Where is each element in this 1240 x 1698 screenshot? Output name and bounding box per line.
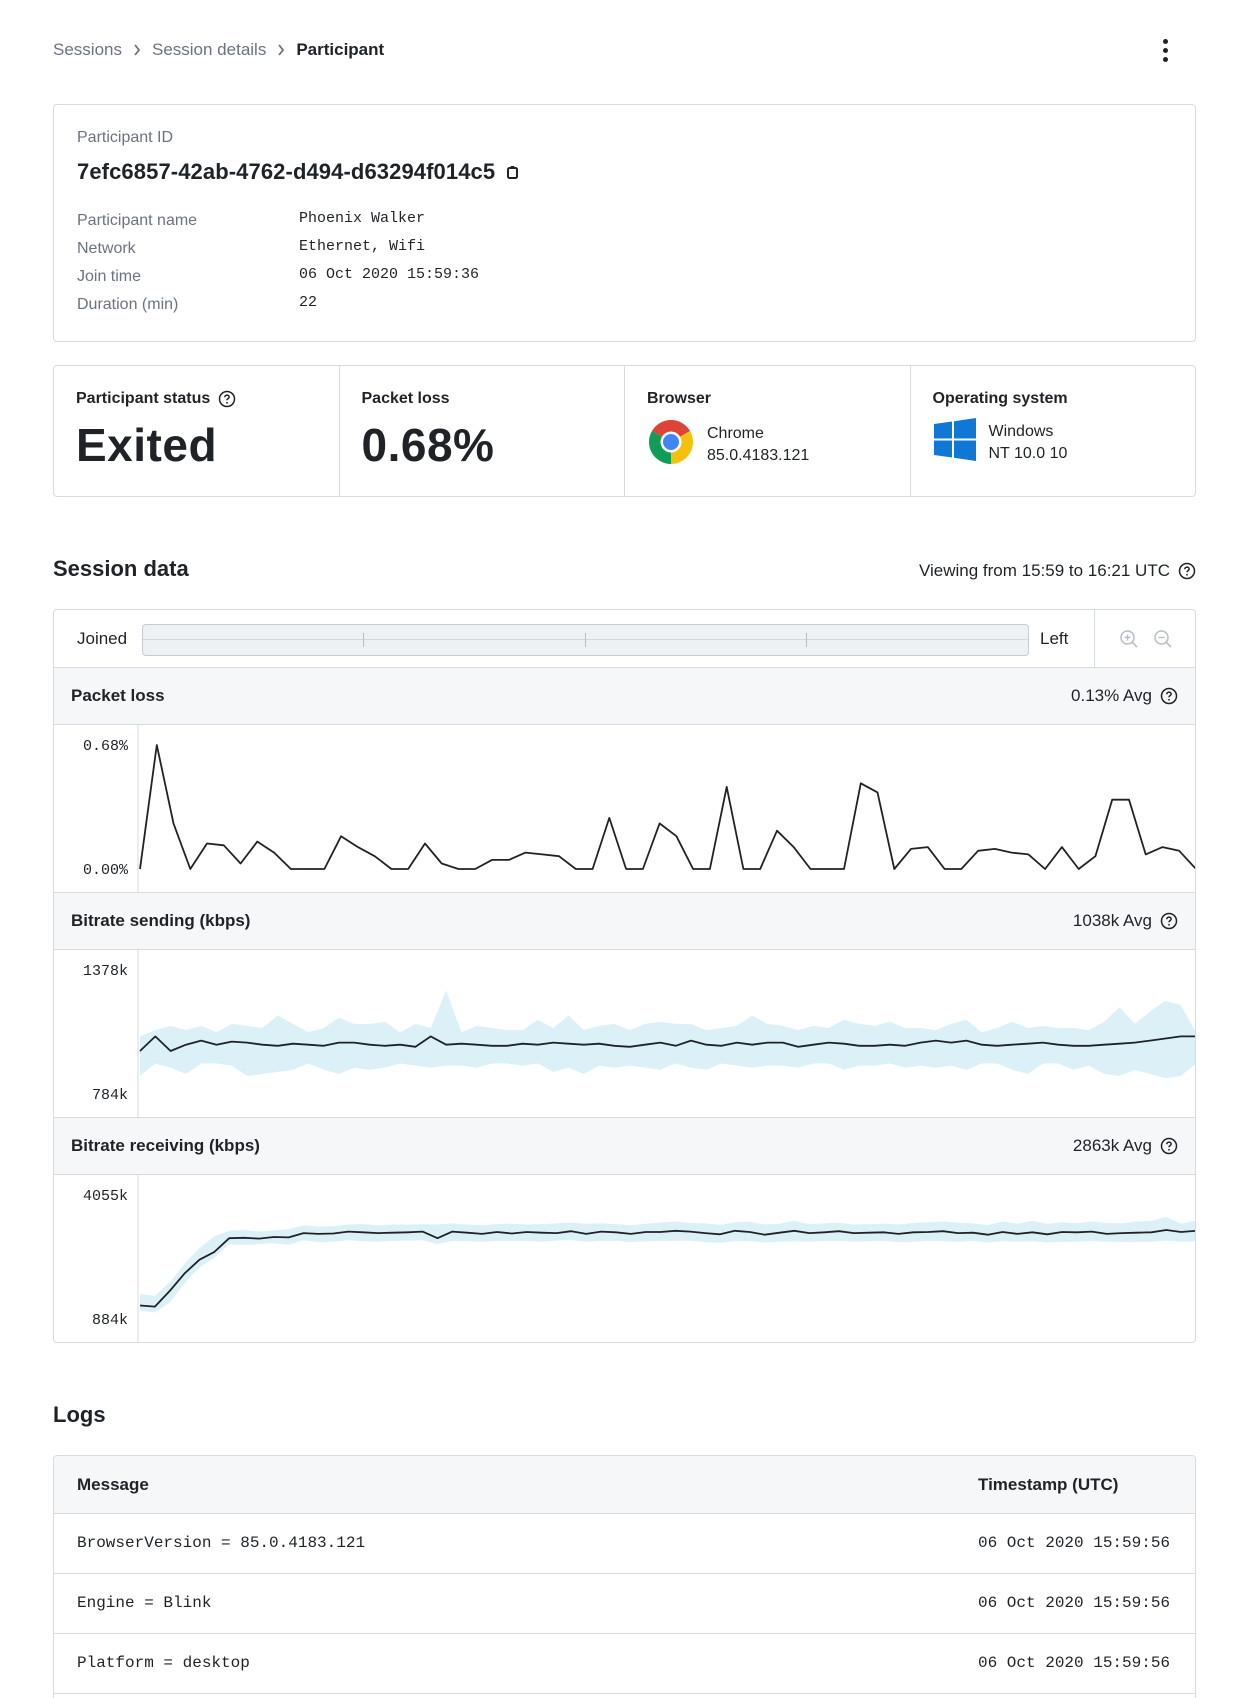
help-icon[interactable]: [1160, 912, 1178, 930]
zoom-out-icon[interactable]: [1153, 629, 1173, 649]
series-line: [139, 744, 1195, 870]
logs-table-header: Message Timestamp (UTC): [54, 1456, 1195, 1514]
log-message: BrowserVersion = 85.0.4183.121: [77, 1534, 366, 1552]
logs-title: Logs: [53, 1402, 106, 1427]
os-name: Windows: [988, 422, 1054, 440]
breadcrumb: Sessions Session details Participant: [53, 40, 384, 60]
packet-loss-card: Packet loss 0.68%: [340, 366, 625, 496]
participant-id-row: 7efc6857-42ab-4762-d494-d63294f014c5: [77, 159, 1172, 185]
participant-card: Participant ID 7efc6857-42ab-4762-d494-d…: [53, 104, 1196, 342]
series-band: [140, 990, 1195, 1079]
series-line: [139, 1035, 1195, 1052]
stats-row: Participant status Exited Packet loss 0.…: [53, 365, 1196, 497]
viewing-range: Viewing from 15:59 to 16:21 UTC: [919, 561, 1196, 581]
chart-title: Bitrate sending (kbps): [71, 911, 251, 930]
y-min-label: 884k: [92, 1312, 128, 1329]
bitrate-receiving-chart-plot: 4055k 884k: [83, 1175, 1195, 1342]
chart-title: Bitrate receiving (kbps): [71, 1136, 260, 1155]
series-band: [140, 1216, 1195, 1313]
zoom-controls: [1094, 610, 1195, 668]
timeline-joined-label: Joined: [77, 629, 128, 648]
series-line: [139, 1229, 1195, 1308]
y-max-label: 0.68%: [83, 738, 129, 755]
logs-table: Message Timestamp (UTC) BrowserVersion =…: [53, 1455, 1196, 1698]
bitrate-sending-chart: 1378k 784k: [54, 950, 1195, 1117]
bitrate-sending-chart-plot: 1378k 784k: [83, 950, 1195, 1117]
participant-status-value: Exited: [76, 419, 218, 471]
participant-status-label: Participant status: [76, 390, 211, 407]
y-min-label: 784k: [92, 1087, 128, 1104]
top-bar: Sessions Session details Participant: [53, 36, 1187, 64]
browser-version: 85.0.4183.121: [707, 446, 810, 464]
help-icon[interactable]: [218, 390, 236, 408]
join-time-label: Join time: [77, 268, 142, 285]
table-row: BrowserVersion = 85.0.4183.121 06 Oct 20…: [54, 1514, 1195, 1574]
zoom-in-icon[interactable]: [1119, 629, 1139, 649]
duration-value: 22: [299, 294, 318, 311]
chart-avg: 1038k Avg: [1072, 911, 1152, 930]
chart-avg: 2863k Avg: [1072, 1136, 1152, 1155]
help-icon[interactable]: [1178, 562, 1196, 580]
breadcrumb-session-details[interactable]: Session details: [151, 40, 267, 59]
packet-loss-chart-header: Packet loss 0.13% Avg: [54, 667, 1195, 725]
os-version: NT 10.0 10: [988, 444, 1068, 462]
log-message: Platform = desktop: [77, 1654, 250, 1672]
packet-loss-chart: 0.68% 0.00%: [54, 725, 1195, 892]
more-options-icon[interactable]: [1155, 36, 1175, 64]
bitrate-receiving-chart-header: Bitrate receiving (kbps) 2863k Avg: [54, 1117, 1195, 1175]
participant-name-value: Phoenix Walker: [299, 210, 426, 227]
browser-label: Browser: [647, 390, 712, 407]
network-label: Network: [77, 240, 136, 257]
breadcrumb-sessions[interactable]: Sessions: [53, 40, 122, 59]
operating-system-label: Operating system: [932, 390, 1068, 407]
log-message: Engine = Blink: [77, 1594, 212, 1612]
browser-name: Chrome: [707, 424, 764, 442]
viewing-range-text: Viewing from 15:59 to 16:21 UTC: [918, 561, 1170, 580]
participant-name-label: Participant name: [77, 212, 198, 229]
participant-id-label: Participant ID: [77, 129, 174, 146]
chart-title: Packet loss: [71, 686, 165, 705]
column-message: Message: [77, 1475, 149, 1494]
y-max-label: 1378k: [83, 963, 128, 980]
column-timestamp: Timestamp (UTC): [978, 1475, 1119, 1494]
network-value: Ethernet, Wifi: [299, 238, 426, 255]
log-timestamp: 06 Oct 2020 15:59:56: [978, 1534, 1171, 1552]
table-row: Engine = Blink 06 Oct 2020 15:59:56: [54, 1574, 1195, 1634]
help-icon[interactable]: [1160, 1137, 1178, 1155]
log-timestamp: 06 Oct 2020 15:59:56: [978, 1654, 1171, 1672]
duration-label: Duration (min): [77, 296, 179, 313]
session-data-title: Session data: [53, 556, 189, 581]
bitrate-receiving-chart: 4055k 884k: [54, 1175, 1195, 1342]
timeline: Joined Left: [54, 610, 1195, 668]
copy-icon[interactable]: [506, 164, 520, 180]
chart-avg: 0.13% Avg: [1071, 686, 1152, 705]
chrome-icon: [647, 418, 695, 471]
y-min-label: 0.00%: [83, 862, 129, 879]
session-data-card: Joined Left Packet loss 0.13% Avg 0.68%: [53, 609, 1196, 1343]
packet-loss-label: Packet loss: [361, 390, 450, 407]
browser-card: Browser Chrome 85.0.4183.121: [625, 366, 911, 496]
breadcrumb-participant: Participant: [296, 40, 385, 59]
participant-status-card: Participant status Exited: [54, 366, 340, 496]
log-timestamp: 06 Oct 2020 15:59:56: [978, 1594, 1171, 1612]
help-icon[interactable]: [1160, 687, 1178, 705]
windows-icon: [933, 418, 977, 467]
timeline-range-slider[interactable]: [142, 624, 1029, 656]
chevron-right-icon: [266, 44, 296, 56]
packet-loss-value: 0.68%: [361, 419, 495, 471]
packet-loss-chart-plot: 0.68% 0.00%: [83, 725, 1195, 892]
participant-id: 7efc6857-42ab-4762-d494-d63294f014c5: [77, 159, 496, 184]
y-max-label: 4055k: [83, 1188, 128, 1205]
bitrate-sending-chart-header: Bitrate sending (kbps) 1038k Avg: [54, 892, 1195, 950]
chevron-right-icon: [122, 44, 152, 56]
table-row: Platform = desktop 06 Oct 2020 15:59:56: [54, 1634, 1195, 1694]
join-time-value: 06 Oct 2020 15:59:36: [299, 266, 480, 283]
timeline-left-label: Left: [1040, 629, 1069, 648]
operating-system-card: Operating system Windows NT 10.0 10: [911, 366, 1196, 496]
participant-meta: Participant name Phoenix Walker Network …: [77, 210, 1172, 315]
